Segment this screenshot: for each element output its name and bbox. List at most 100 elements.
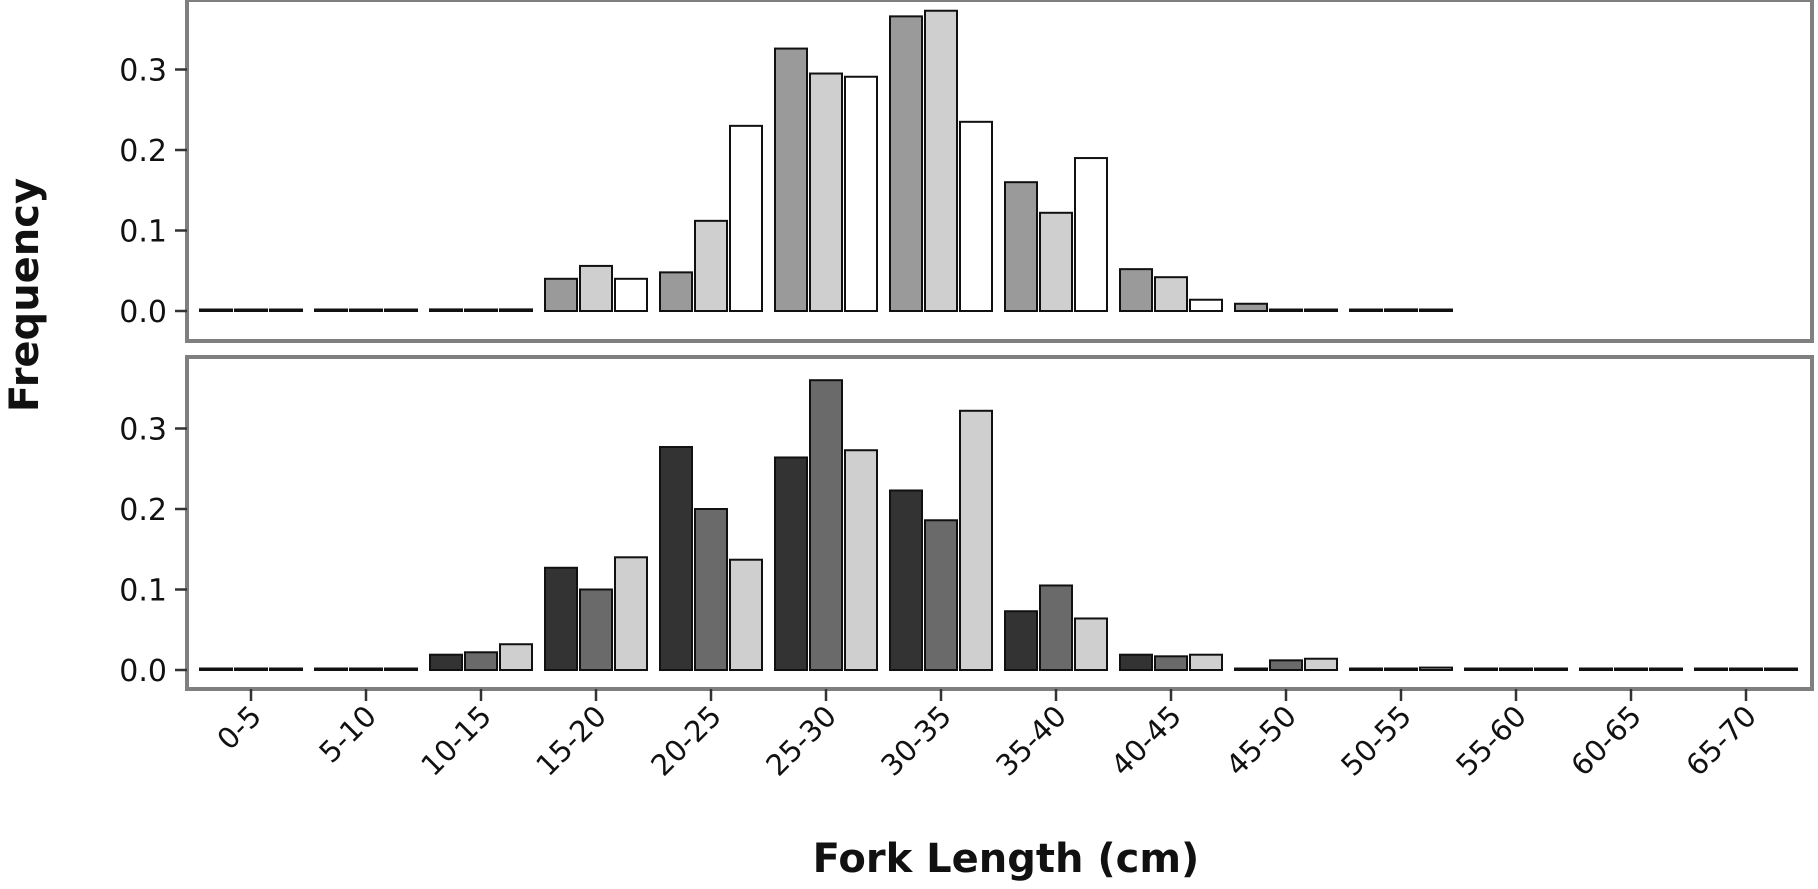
y-tick-label: 0.1: [119, 574, 167, 609]
bar: [1764, 667, 1798, 671]
y-tick-label: 0.0: [119, 654, 167, 689]
x-tick-label: 40-45: [1104, 699, 1188, 783]
bar: [1384, 667, 1418, 671]
bar: [959, 409, 993, 671]
bar: [774, 47, 808, 312]
bar: [694, 219, 728, 312]
bar: [1349, 308, 1383, 312]
x-tick-label: 5-10: [312, 699, 383, 770]
bar: [1189, 298, 1223, 313]
bar: [1649, 667, 1683, 671]
panel-frame: [185, 0, 1814, 343]
bar: [889, 489, 923, 671]
bar: [1304, 657, 1338, 671]
y-tick-label: 0.3: [119, 413, 167, 448]
bar: [349, 667, 383, 671]
bar: [1269, 659, 1303, 672]
bar: [234, 308, 268, 312]
x-tick-label: 55-60: [1449, 699, 1533, 783]
bar: [544, 566, 578, 672]
bar: [1694, 667, 1728, 671]
x-tick-label: 30-35: [874, 699, 958, 783]
bar: [1384, 308, 1418, 313]
bar: [1004, 181, 1038, 312]
bar: [1419, 308, 1453, 312]
bar: [1499, 667, 1533, 671]
bar: [889, 15, 923, 313]
bar: [1039, 584, 1073, 671]
bar: [924, 519, 958, 672]
bar: [1074, 157, 1108, 312]
x-axis-title: Fork Length (cm): [813, 836, 1200, 882]
y-tick-label: 0.3: [119, 54, 167, 89]
bar: [1419, 666, 1453, 672]
bar: [464, 651, 498, 671]
bar: [809, 379, 843, 671]
bar: [1464, 667, 1498, 671]
bar: [729, 558, 763, 672]
bar: [1729, 667, 1763, 671]
top-panel: 0.0 0.1 0.2 0.3: [119, 0, 1814, 343]
y-axis-title: Frequency: [2, 178, 48, 412]
bar: [1534, 667, 1568, 671]
bar: [269, 308, 303, 312]
bar: [1234, 667, 1268, 671]
bar: [1154, 655, 1188, 672]
y-tick-label: 0.0: [119, 295, 167, 330]
bar: [924, 9, 958, 313]
x-tick-label: 0-5: [210, 699, 268, 757]
x-tick-label: 45-50: [1219, 699, 1303, 783]
bar: [1154, 276, 1188, 313]
bar: [614, 556, 648, 671]
x-tick-label: 65-70: [1679, 699, 1763, 783]
bottom-panel: 0.0 0.1 0.2 0.3: [119, 355, 1814, 691]
bar: [579, 588, 613, 671]
bar: [579, 264, 613, 313]
bar: [499, 643, 533, 671]
bar: [844, 449, 878, 671]
bar: [1074, 617, 1108, 671]
x-tick-label: 50-55: [1334, 699, 1418, 783]
bar: [429, 653, 463, 672]
bar: [349, 308, 383, 312]
bar: [659, 271, 693, 312]
bar: [1189, 653, 1223, 672]
bar: [1614, 667, 1648, 671]
y-tick-label: 0.1: [119, 215, 167, 250]
bar: [1304, 308, 1338, 312]
bar: [614, 277, 648, 312]
bar: [384, 667, 418, 671]
bar: [774, 456, 808, 672]
bar: [959, 120, 993, 312]
x-tick-label: 20-25: [644, 699, 728, 783]
bar: [809, 72, 843, 313]
bar: [314, 667, 348, 671]
x-axis: 0-5 5-10 10-15 15-20 20-25 25-30 30-35 35-40 40-…: [210, 689, 1763, 783]
bar: [199, 667, 233, 671]
bar: [729, 124, 763, 312]
bar: [544, 277, 578, 312]
bar: [384, 308, 418, 312]
bar: [1119, 268, 1153, 313]
panel-frame: [185, 355, 1814, 691]
bar: [429, 308, 463, 313]
y-tick-label: 0.2: [119, 493, 167, 528]
bar: [499, 308, 533, 313]
y-tick-label: 0.2: [119, 134, 167, 169]
bar: [269, 667, 303, 671]
bar: [1039, 211, 1073, 312]
x-tick-label: 25-30: [759, 699, 843, 783]
bar: [659, 446, 693, 672]
bar: [314, 308, 348, 312]
bar: [1234, 302, 1268, 313]
bar: [1269, 308, 1303, 312]
x-tick-label: 10-15: [414, 699, 498, 783]
bar: [464, 308, 498, 312]
bar: [694, 508, 728, 671]
x-tick-label: 15-20: [529, 699, 613, 783]
bar: [199, 308, 233, 312]
x-tick-label: 35-40: [989, 699, 1073, 783]
bar: [234, 667, 268, 671]
